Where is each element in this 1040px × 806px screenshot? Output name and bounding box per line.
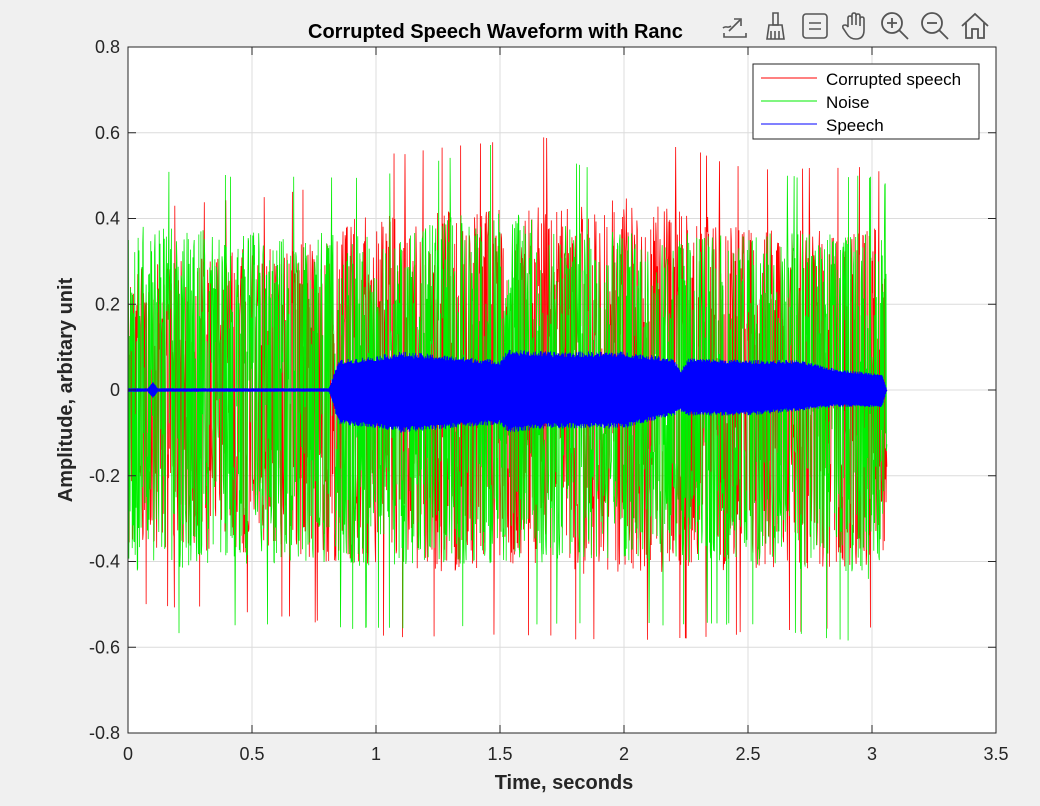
x-tick-label: 3.5: [983, 744, 1008, 764]
legend-label-noise: Noise: [826, 93, 869, 112]
y-tick-label: -0.4: [89, 552, 120, 572]
y-tick-label: 0.4: [95, 209, 120, 229]
home-button[interactable]: [956, 7, 994, 45]
series-noise: [128, 144, 888, 641]
chart-title: Corrupted Speech Waveform with Ranc: [308, 21, 683, 43]
y-tick-label: 0.2: [95, 294, 120, 314]
axis-ticks: 0 0.5 1 1.5 2 2.5 3 3.5 -0.8 -0.6 -0.4 -0.2 0 0.2 0.4 0…: [89, 37, 1009, 764]
datatip-button[interactable]: [796, 7, 834, 45]
y-tick-label: -0.2: [89, 466, 120, 486]
y-tick-label: -0.6: [89, 637, 120, 657]
pan-icon: [841, 12, 865, 40]
brush-button[interactable]: [756, 7, 794, 45]
zoom-in-icon: [881, 12, 909, 40]
home-icon: [961, 12, 989, 39]
x-tick-label: 1: [371, 744, 381, 764]
brush-icon: [766, 12, 785, 40]
x-tick-label: 3: [867, 744, 877, 764]
axes-toolbar: [716, 6, 994, 46]
y-tick-label: -0.8: [89, 723, 120, 743]
x-tick-label: 0: [123, 744, 133, 764]
export-button[interactable]: [716, 7, 754, 45]
plot-area: [128, 137, 888, 641]
export-icon: [722, 18, 747, 38]
zoom-out-button[interactable]: [916, 7, 954, 45]
y-axis-label: Amplitude, arbitary unit: [55, 277, 77, 502]
legend-label-speech: Speech: [826, 116, 884, 135]
y-tick-label: 0.8: [95, 37, 120, 57]
datatip-icon: [802, 13, 828, 39]
x-axis-label: Time, seconds: [495, 772, 634, 794]
y-tick-label: 0.6: [95, 123, 120, 143]
y-tick-label: 0: [110, 380, 120, 400]
x-tick-label: 1.5: [487, 744, 512, 764]
x-tick-label: 2: [619, 744, 629, 764]
zoom-out-icon: [921, 12, 949, 40]
zoom-in-button[interactable]: [876, 7, 914, 45]
legend-label-corrupted-speech: Corrupted speech: [826, 70, 961, 89]
series-speech: [128, 349, 888, 433]
x-tick-label: 0.5: [239, 744, 264, 764]
legend[interactable]: Corrupted speech Noise Speech: [752, 63, 980, 140]
x-tick-label: 2.5: [735, 744, 760, 764]
pan-button[interactable]: [836, 7, 874, 45]
